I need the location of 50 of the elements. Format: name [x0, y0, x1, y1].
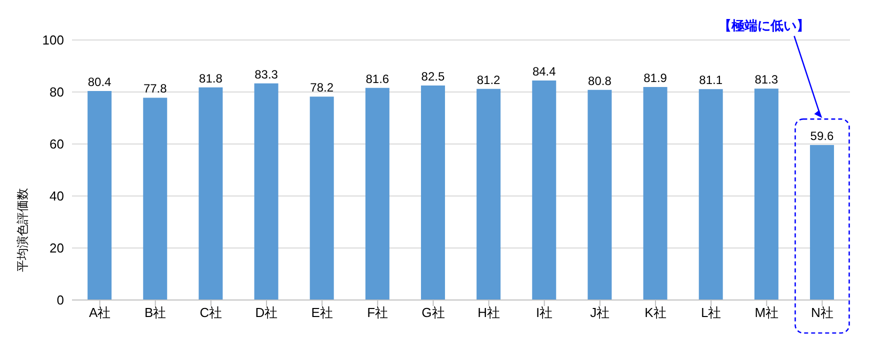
bar — [476, 88, 501, 300]
data-label: 81.6 — [366, 72, 390, 86]
x-tick-label: E社 — [311, 305, 333, 320]
bar — [754, 88, 778, 300]
y-tick-label: 60 — [50, 136, 64, 152]
y-tick-label: 80 — [50, 84, 64, 100]
y-tick-label: 40 — [50, 188, 64, 204]
x-tick-label: I社 — [536, 305, 553, 320]
x-tick-label: H社 — [478, 305, 500, 320]
data-label: 59.6 — [810, 129, 834, 144]
bar — [365, 88, 390, 300]
x-tick-label: N社 — [811, 305, 834, 320]
data-label: 80.8 — [588, 74, 612, 88]
x-tick-label: K社 — [644, 305, 666, 320]
y-tick-label: 100 — [42, 32, 64, 48]
bar — [143, 98, 168, 300]
data-label: 81.3 — [754, 72, 778, 87]
data-label: 80.4 — [88, 74, 112, 89]
bar — [532, 80, 556, 300]
text: 【極端に低い】 — [718, 18, 810, 33]
bar — [698, 89, 723, 300]
bar — [198, 87, 223, 300]
y-axis-title: 平均演色評価数 — [15, 188, 30, 272]
bar — [810, 145, 834, 300]
x-tick-label: M社 — [754, 305, 779, 320]
data-label: 82.5 — [421, 70, 445, 84]
x-tick-label: F社 — [367, 305, 388, 320]
y-tick-label: 0 — [56, 292, 64, 308]
data-label: 83.3 — [254, 67, 278, 82]
data-label: 77.8 — [143, 82, 168, 96]
bar — [88, 90, 112, 300]
bar — [420, 86, 445, 300]
x-tick-label: C社 — [200, 305, 222, 320]
x-tick-label: B社 — [144, 305, 166, 320]
data-label: 81.8 — [199, 71, 223, 86]
x-tick-label: G社 — [422, 305, 445, 320]
data-label: 81.1 — [699, 73, 723, 88]
x-tick-label: J社 — [590, 305, 610, 320]
bar — [310, 96, 334, 300]
bar — [643, 87, 668, 300]
x-tick-label: A社 — [88, 305, 111, 320]
data-label: 81.2 — [476, 72, 501, 87]
y-tick-label: 20 — [50, 240, 64, 256]
bar — [254, 83, 278, 300]
data-label: 84.4 — [532, 64, 556, 79]
x-tick-label: D社 — [255, 305, 278, 320]
data-label: 81.9 — [644, 71, 668, 86]
x-tick-label: L社 — [700, 305, 722, 320]
data-label: 78.2 — [310, 80, 334, 95]
bar — [588, 90, 612, 300]
